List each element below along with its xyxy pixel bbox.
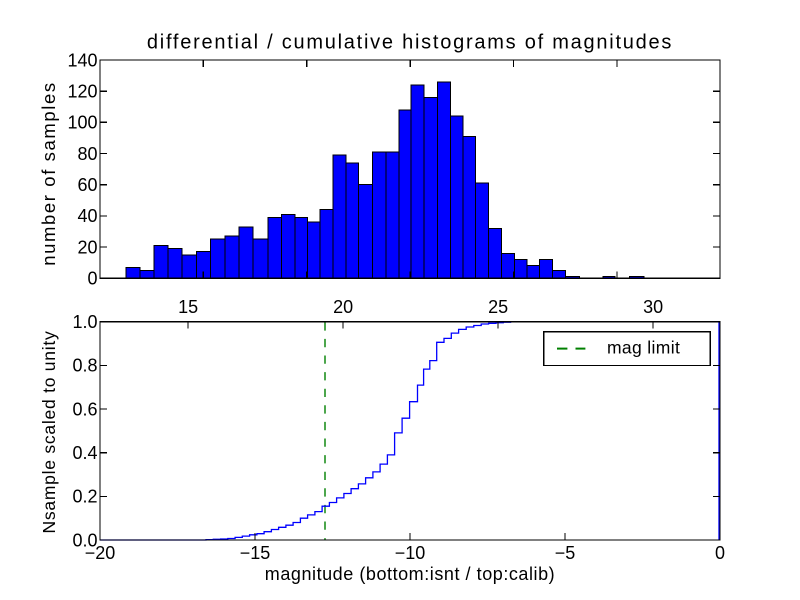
svg-text:0: 0 <box>715 543 725 563</box>
svg-text:20: 20 <box>333 297 353 317</box>
svg-text:magnitude (bottom:isnt / top:c: magnitude (bottom:isnt / top:calib) <box>265 564 555 584</box>
svg-text:140: 140 <box>67 50 97 70</box>
svg-text:−20: −20 <box>85 543 116 563</box>
svg-text:20: 20 <box>77 237 97 257</box>
svg-text:100: 100 <box>67 113 97 133</box>
svg-text:0.4: 0.4 <box>72 443 97 463</box>
svg-text:0.2: 0.2 <box>72 487 97 507</box>
svg-text:60: 60 <box>77 175 97 195</box>
svg-text:number of samples: number of samples <box>38 81 59 266</box>
svg-text:15: 15 <box>178 297 198 317</box>
svg-text:0.6: 0.6 <box>72 399 97 419</box>
svg-text:0.8: 0.8 <box>72 356 97 376</box>
svg-text:0.0: 0.0 <box>72 530 97 550</box>
svg-text:40: 40 <box>77 206 97 226</box>
svg-text:30: 30 <box>643 297 663 317</box>
svg-text:differential / cumulative hist: differential / cumulative histograms of … <box>147 32 673 54</box>
svg-text:−5: −5 <box>555 543 576 563</box>
svg-text:−15: −15 <box>240 543 271 563</box>
svg-text:−10: −10 <box>395 543 426 563</box>
svg-text:120: 120 <box>67 82 97 102</box>
svg-text:80: 80 <box>77 144 97 164</box>
svg-text:25: 25 <box>488 297 508 317</box>
svg-text:Nsample scaled to unity: Nsample scaled to unity <box>39 330 59 533</box>
svg-text:0: 0 <box>87 269 97 289</box>
svg-text:mag limit: mag limit <box>607 338 680 358</box>
svg-text:1.0: 1.0 <box>72 312 97 332</box>
